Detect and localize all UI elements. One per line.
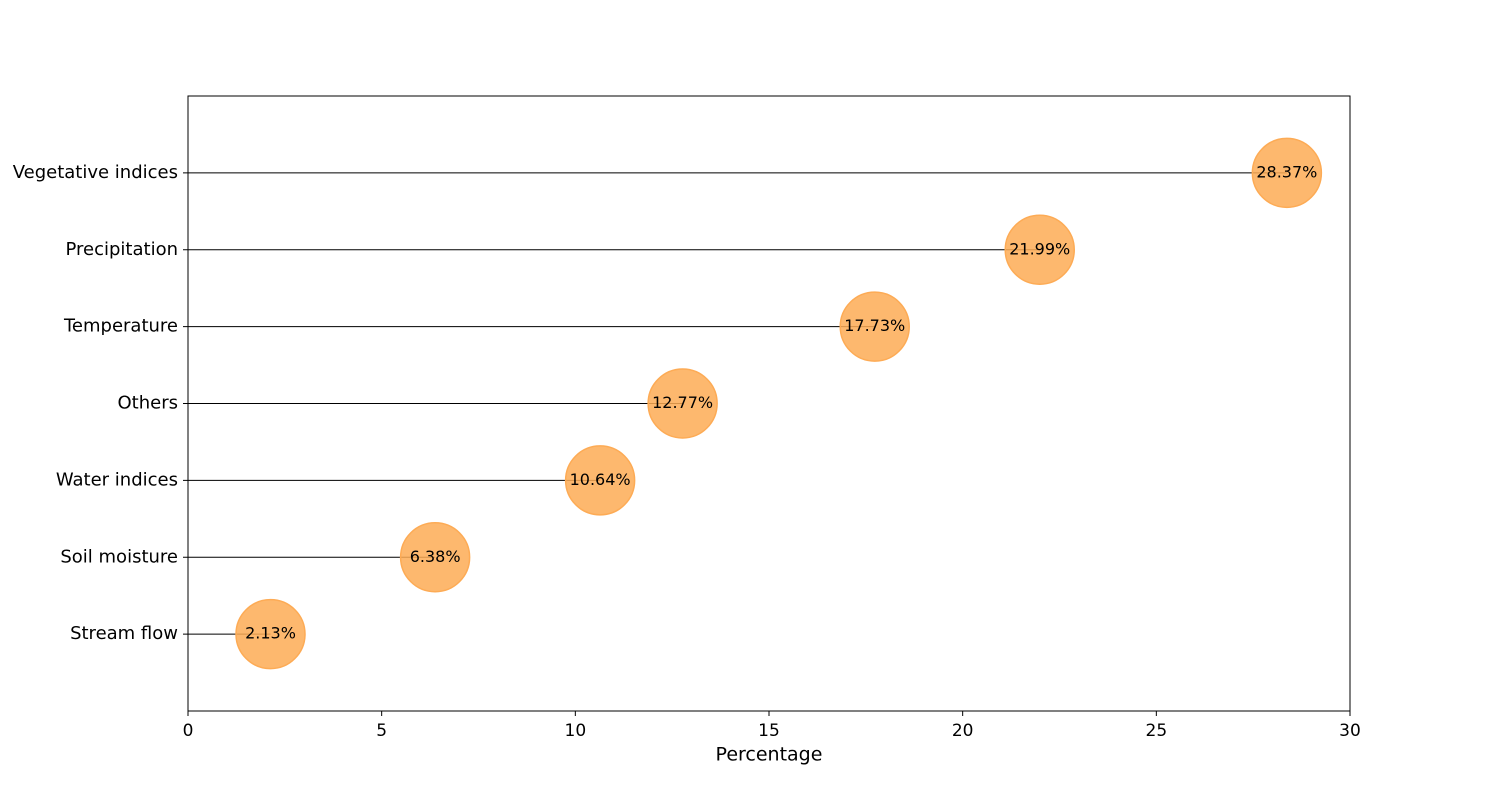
lollipop-head bbox=[399, 522, 471, 593]
x-tick-label: 0 bbox=[183, 721, 194, 741]
x-tick-label: 5 bbox=[376, 721, 387, 741]
x-tick-label: 30 bbox=[1339, 721, 1361, 741]
lollipop-head bbox=[1004, 214, 1075, 285]
y-tick-label: Others bbox=[118, 393, 179, 414]
lollipop-head bbox=[235, 598, 306, 670]
y-tick-label: Precipitation bbox=[65, 239, 178, 260]
lollipop-head bbox=[564, 445, 636, 516]
x-tick-label: 10 bbox=[565, 721, 587, 741]
value-label: 12.77% bbox=[652, 393, 713, 412]
x-tick-label: 25 bbox=[1146, 721, 1168, 741]
value-label: 2.13% bbox=[245, 624, 296, 643]
y-tick-label: Stream flow bbox=[70, 623, 178, 644]
value-label: 21.99% bbox=[1009, 239, 1070, 258]
x-axis-label: Percentage bbox=[716, 744, 823, 766]
y-tick-label: Vegetative indices bbox=[13, 162, 178, 183]
lollipop-head bbox=[839, 291, 910, 362]
x-tick-label: 20 bbox=[952, 721, 974, 741]
lollipop-head bbox=[647, 368, 718, 439]
lollipop-head bbox=[1251, 137, 1323, 209]
y-tick-label: Water indices bbox=[56, 469, 178, 490]
y-tick-label: Temperature bbox=[63, 316, 178, 337]
x-tick-label: 15 bbox=[758, 721, 780, 741]
value-label: 10.64% bbox=[570, 470, 631, 489]
value-label: 28.37% bbox=[1256, 162, 1317, 181]
value-label: 17.73% bbox=[844, 316, 905, 335]
y-tick-label: Soil moisture bbox=[60, 546, 178, 567]
value-label: 6.38% bbox=[410, 547, 461, 566]
